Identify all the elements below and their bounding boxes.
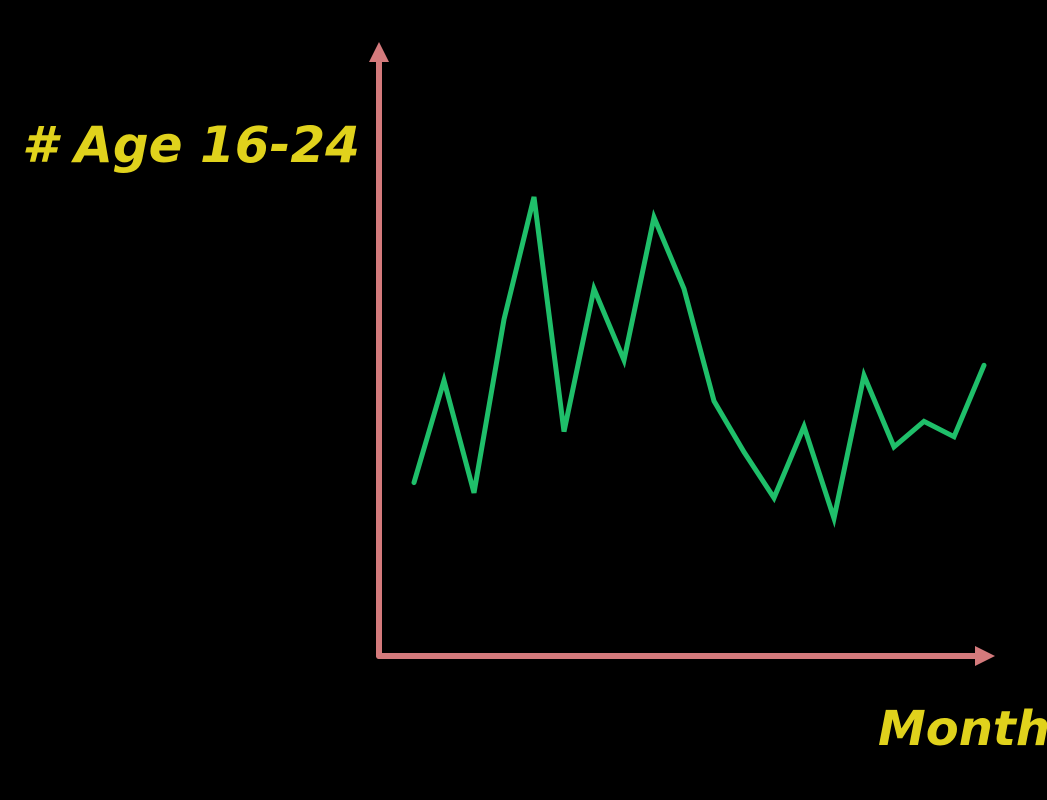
y-axis-label: # Age 16-24 <box>22 116 360 174</box>
plot-area <box>411 196 987 528</box>
axes <box>369 42 995 666</box>
x-axis-label: Month <box>878 701 1047 757</box>
series-line-0 <box>411 196 987 528</box>
x-axis-arrowhead <box>975 646 995 666</box>
y-axis-arrowhead <box>369 42 389 62</box>
